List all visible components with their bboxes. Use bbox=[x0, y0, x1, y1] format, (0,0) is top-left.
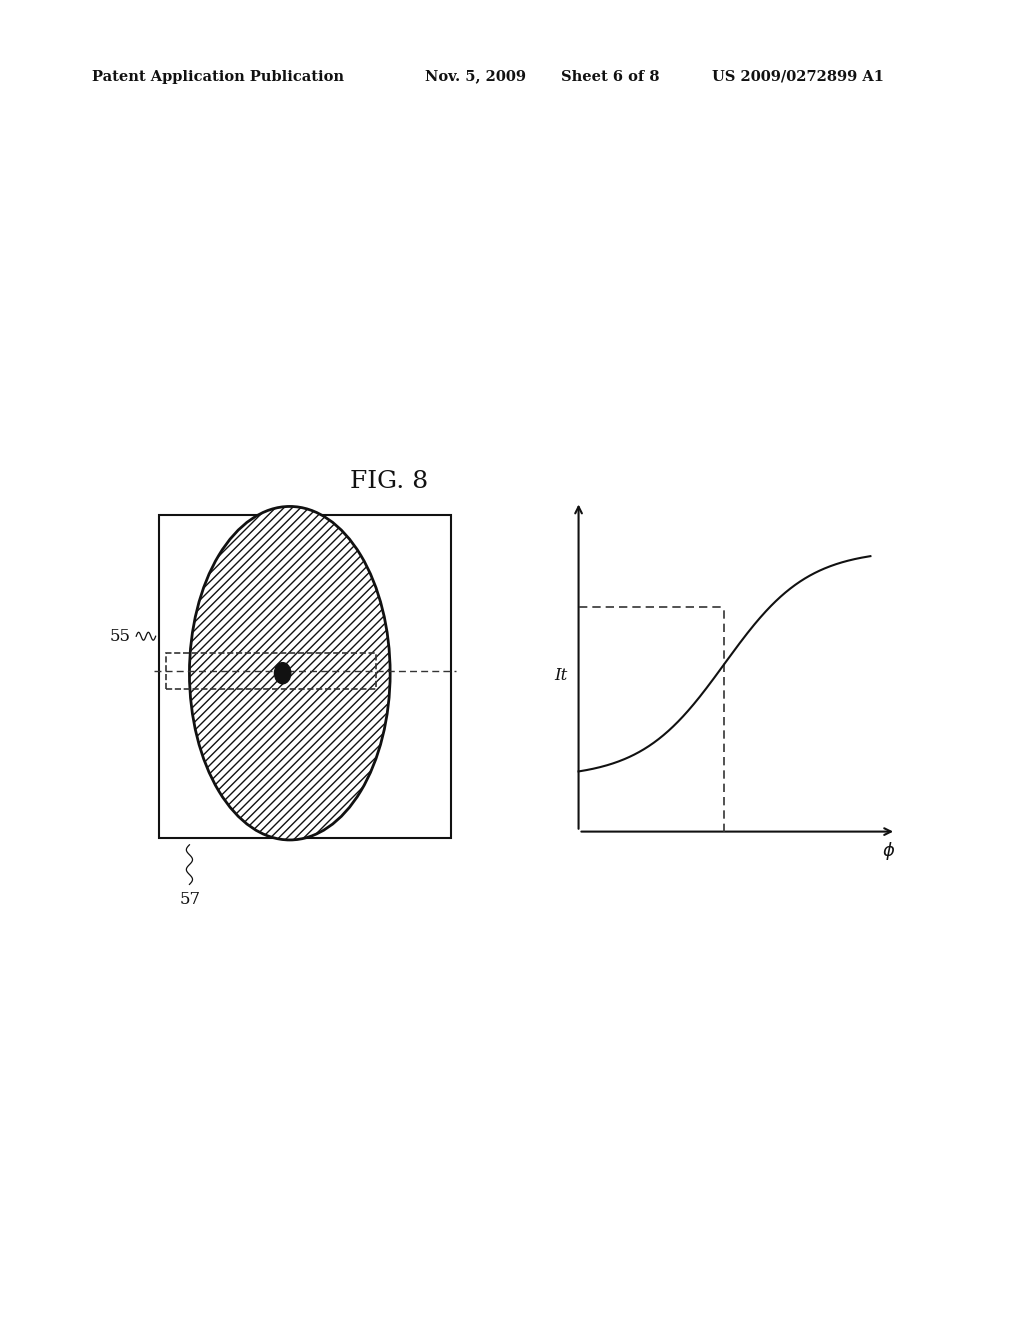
Text: Patent Application Publication: Patent Application Publication bbox=[92, 70, 344, 83]
Ellipse shape bbox=[189, 507, 390, 840]
Bar bbox=[166, 653, 376, 689]
Text: Nov. 5, 2009: Nov. 5, 2009 bbox=[425, 70, 526, 83]
Circle shape bbox=[274, 663, 291, 684]
Text: US 2009/0272899 A1: US 2009/0272899 A1 bbox=[712, 70, 884, 83]
Text: 57: 57 bbox=[179, 891, 201, 908]
Text: 55: 55 bbox=[110, 628, 131, 644]
Text: FIG. 8: FIG. 8 bbox=[350, 470, 428, 494]
Text: Sheet 6 of 8: Sheet 6 of 8 bbox=[561, 70, 659, 83]
Bar bbox=[159, 515, 451, 838]
Text: $\phi$: $\phi$ bbox=[883, 841, 895, 862]
Text: It: It bbox=[555, 668, 567, 684]
